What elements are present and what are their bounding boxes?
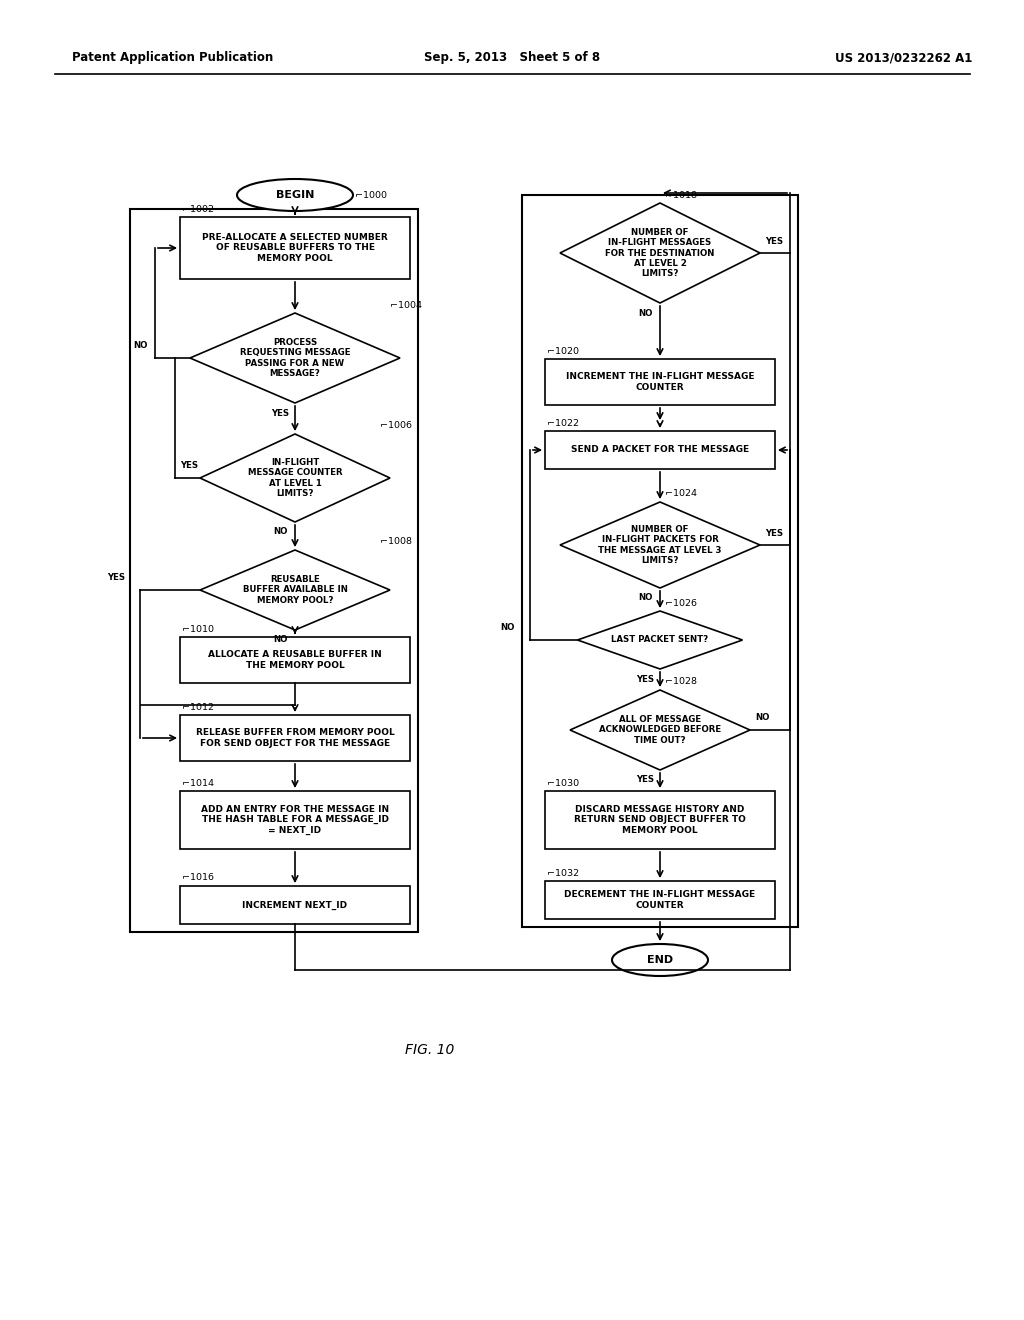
FancyBboxPatch shape <box>545 359 775 405</box>
Text: ⌐1030: ⌐1030 <box>547 779 580 788</box>
Polygon shape <box>578 611 742 669</box>
FancyBboxPatch shape <box>180 638 410 682</box>
Text: SEND A PACKET FOR THE MESSAGE: SEND A PACKET FOR THE MESSAGE <box>571 446 750 454</box>
Text: PRE-ALLOCATE A SELECTED NUMBER
OF REUSABLE BUFFERS TO THE
MEMORY POOL: PRE-ALLOCATE A SELECTED NUMBER OF REUSAB… <box>202 234 388 263</box>
Text: ⌐1016: ⌐1016 <box>182 874 214 883</box>
Text: NO: NO <box>638 309 652 318</box>
Polygon shape <box>560 502 760 587</box>
Text: DISCARD MESSAGE HISTORY AND
RETURN SEND OBJECT BUFFER TO
MEMORY POOL: DISCARD MESSAGE HISTORY AND RETURN SEND … <box>574 805 745 836</box>
Text: Patent Application Publication: Patent Application Publication <box>72 51 273 65</box>
Text: BEGIN: BEGIN <box>275 190 314 201</box>
Text: YES: YES <box>636 776 654 784</box>
Text: NUMBER OF
IN-FLIGHT PACKETS FOR
THE MESSAGE AT LEVEL 3
LIMITS?: NUMBER OF IN-FLIGHT PACKETS FOR THE MESS… <box>598 525 722 565</box>
Polygon shape <box>200 434 390 521</box>
Text: ⌐1024: ⌐1024 <box>665 490 697 499</box>
FancyBboxPatch shape <box>180 886 410 924</box>
Text: ALL OF MESSAGE
ACKNOWLEDGED BEFORE
TIME OUT?: ALL OF MESSAGE ACKNOWLEDGED BEFORE TIME … <box>599 715 721 744</box>
Text: ⌐1002: ⌐1002 <box>182 205 214 214</box>
Text: NO: NO <box>638 594 652 602</box>
FancyBboxPatch shape <box>180 791 410 849</box>
Text: YES: YES <box>636 675 654 684</box>
Text: LAST PACKET SENT?: LAST PACKET SENT? <box>611 635 709 644</box>
Text: NO: NO <box>501 623 515 632</box>
Text: ⌐1014: ⌐1014 <box>182 779 214 788</box>
Text: ⌐1022: ⌐1022 <box>547 418 579 428</box>
Text: ADD AN ENTRY FOR THE MESSAGE IN
THE HASH TABLE FOR A MESSAGE_ID
= NEXT_ID: ADD AN ENTRY FOR THE MESSAGE IN THE HASH… <box>201 805 389 836</box>
Text: ⌐1026: ⌐1026 <box>665 598 697 607</box>
Text: NO: NO <box>272 635 287 644</box>
Text: Sep. 5, 2013   Sheet 5 of 8: Sep. 5, 2013 Sheet 5 of 8 <box>424 51 600 65</box>
FancyBboxPatch shape <box>180 216 410 279</box>
Polygon shape <box>190 313 400 403</box>
Text: YES: YES <box>106 573 125 582</box>
Text: DECREMENT THE IN-FLIGHT MESSAGE
COUNTER: DECREMENT THE IN-FLIGHT MESSAGE COUNTER <box>564 890 756 909</box>
Text: INCREMENT THE IN-FLIGHT MESSAGE
COUNTER: INCREMENT THE IN-FLIGHT MESSAGE COUNTER <box>565 372 755 392</box>
Text: ⌐1004: ⌐1004 <box>390 301 422 309</box>
Text: YES: YES <box>765 528 783 537</box>
Text: IN-FLIGHT
MESSAGE COUNTER
AT LEVEL 1
LIMITS?: IN-FLIGHT MESSAGE COUNTER AT LEVEL 1 LIM… <box>248 458 342 498</box>
FancyBboxPatch shape <box>545 880 775 919</box>
Text: ⌐1028: ⌐1028 <box>665 677 697 686</box>
Text: NO: NO <box>133 342 147 351</box>
FancyBboxPatch shape <box>180 715 410 762</box>
Text: INCREMENT NEXT_ID: INCREMENT NEXT_ID <box>243 900 347 909</box>
Text: END: END <box>647 954 673 965</box>
Text: NUMBER OF
IN-FLIGHT MESSAGES
FOR THE DESTINATION
AT LEVEL 2
LIMITS?: NUMBER OF IN-FLIGHT MESSAGES FOR THE DES… <box>605 227 715 279</box>
Text: YES: YES <box>765 236 783 246</box>
Text: NO: NO <box>755 714 769 722</box>
Polygon shape <box>560 203 760 304</box>
FancyBboxPatch shape <box>545 432 775 469</box>
Text: RELEASE BUFFER FROM MEMORY POOL
FOR SEND OBJECT FOR THE MESSAGE: RELEASE BUFFER FROM MEMORY POOL FOR SEND… <box>196 729 394 747</box>
Polygon shape <box>200 550 390 630</box>
Ellipse shape <box>612 944 708 975</box>
Text: ALLOCATE A REUSABLE BUFFER IN
THE MEMORY POOL: ALLOCATE A REUSABLE BUFFER IN THE MEMORY… <box>208 651 382 669</box>
Text: PROCESS
REQUESTING MESSAGE
PASSING FOR A NEW
MESSAGE?: PROCESS REQUESTING MESSAGE PASSING FOR A… <box>240 338 350 378</box>
Text: ⌐1010: ⌐1010 <box>182 624 214 634</box>
Text: ⌐1008: ⌐1008 <box>380 537 412 546</box>
Text: ⌐1018: ⌐1018 <box>665 190 697 199</box>
Text: YES: YES <box>180 462 198 470</box>
Text: ⌐1000: ⌐1000 <box>355 190 387 199</box>
Text: ⌐1012: ⌐1012 <box>182 702 214 711</box>
Text: FIG. 10: FIG. 10 <box>406 1043 455 1057</box>
Text: ⌐1006: ⌐1006 <box>380 421 412 430</box>
Ellipse shape <box>237 180 353 211</box>
Text: US 2013/0232262 A1: US 2013/0232262 A1 <box>836 51 973 65</box>
Polygon shape <box>570 690 750 770</box>
Text: REUSABLE
BUFFER AVAILABLE IN
MEMORY POOL?: REUSABLE BUFFER AVAILABLE IN MEMORY POOL… <box>243 576 347 605</box>
FancyBboxPatch shape <box>545 791 775 849</box>
Text: ⌐1032: ⌐1032 <box>547 869 580 878</box>
Text: ⌐1020: ⌐1020 <box>547 346 579 355</box>
Text: YES: YES <box>271 408 289 417</box>
Text: NO: NO <box>272 528 287 536</box>
